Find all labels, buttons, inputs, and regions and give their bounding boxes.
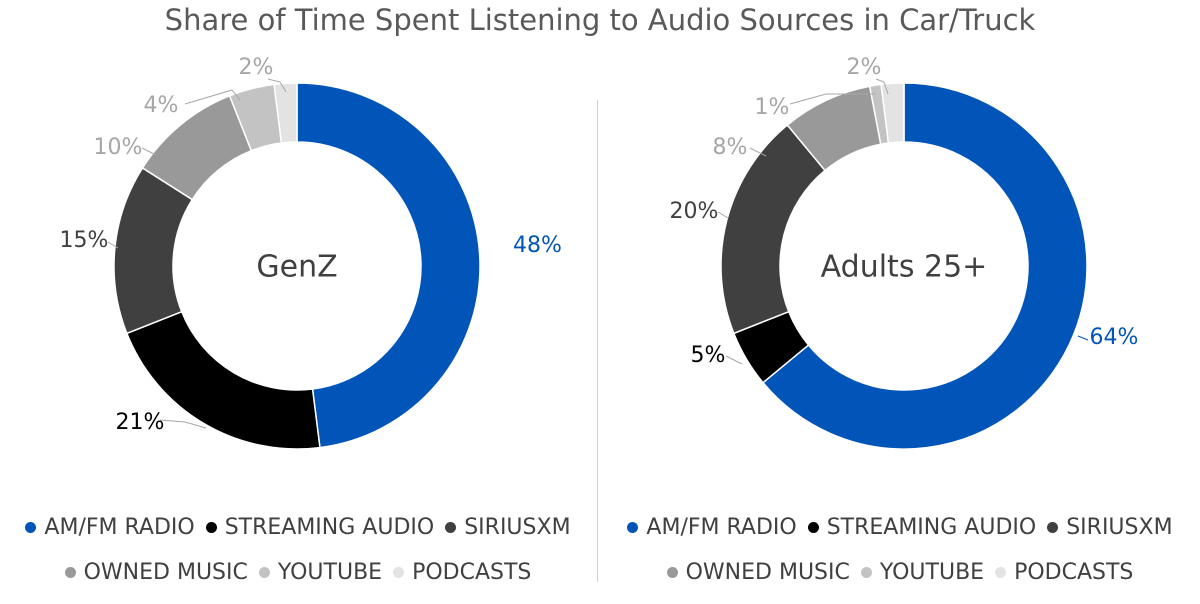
leader-line-genz-2 bbox=[107, 241, 119, 249]
data-label-adults-1: 5% bbox=[691, 343, 726, 368]
legend-item-owned-music: OWNED MUSIC bbox=[666, 560, 850, 585]
donut-center-title-adults: Adults 25+ bbox=[821, 250, 988, 285]
legend-item-youtube: YOUTUBE bbox=[860, 560, 985, 585]
leader-line-adults-4 bbox=[789, 93, 875, 105]
legend-label: STREAMING AUDIO bbox=[224, 515, 435, 540]
legend-item-owned-music: OWNED MUSIC bbox=[64, 560, 248, 585]
legend-adults-row2: OWNED MUSIC YOUTUBE PODCASTS bbox=[600, 560, 1200, 585]
leader-line-adults-5 bbox=[875, 78, 889, 95]
legend-swatch-icon bbox=[393, 567, 405, 578]
legend-label: OWNED MUSIC bbox=[83, 560, 248, 585]
data-label-genz-0: 48% bbox=[513, 233, 562, 258]
legend-item-siriusxm: SIRIUSXM bbox=[1047, 515, 1173, 540]
data-label-genz-5: 2% bbox=[239, 55, 274, 80]
leader-line-adults-3 bbox=[749, 147, 767, 157]
legend-swatch-icon bbox=[64, 567, 76, 578]
legend-genz-row1: AM/FM RADIO STREAMING AUDIO SIRIUSXM bbox=[0, 515, 596, 540]
leader-line-adults-0 bbox=[1077, 335, 1089, 341]
legend-item-am-fm-radio: AM/FM RADIO bbox=[25, 515, 195, 540]
legend-item-youtube: YOUTUBE bbox=[258, 560, 383, 585]
legend-swatch-icon bbox=[627, 522, 639, 533]
data-label-genz-1: 21% bbox=[116, 410, 165, 435]
legend-label: PODCASTS bbox=[1014, 560, 1134, 585]
legend-label: STREAMING AUDIO bbox=[826, 515, 1037, 540]
data-label-adults-2: 20% bbox=[670, 199, 719, 224]
legend-adults-row1: AM/FM RADIO STREAMING AUDIO SIRIUSXM bbox=[600, 515, 1200, 540]
leader-line-adults-1 bbox=[725, 355, 743, 365]
slice-adults-podcasts bbox=[880, 82, 905, 144]
legend-label: YOUTUBE bbox=[879, 560, 985, 585]
legend-swatch-icon bbox=[860, 567, 872, 578]
leader-line-genz-5 bbox=[267, 78, 287, 93]
data-label-adults-3: 8% bbox=[713, 135, 748, 160]
legend-swatch-icon bbox=[25, 522, 37, 533]
chart-title: Share of Time Spent Listening to Audio S… bbox=[164, 3, 1036, 37]
legend-swatch-icon bbox=[445, 522, 457, 533]
leader-line-genz-4 bbox=[184, 89, 241, 105]
legend-label: PODCASTS bbox=[412, 560, 532, 585]
legend-item-streaming-audio: STREAMING AUDIO bbox=[807, 515, 1037, 540]
data-label-genz-3: 10% bbox=[94, 135, 143, 160]
legend-label: AM/FM RADIO bbox=[646, 515, 797, 540]
leader-line-adults-2 bbox=[717, 211, 729, 219]
legend-item-streaming-audio: STREAMING AUDIO bbox=[205, 515, 435, 540]
legend-swatch-icon bbox=[666, 567, 678, 578]
legend-label: YOUTUBE bbox=[277, 560, 383, 585]
legend-swatch-icon bbox=[807, 522, 819, 533]
legend-genz-row2: OWNED MUSIC YOUTUBE PODCASTS bbox=[0, 560, 596, 585]
legend-item-podcasts: PODCASTS bbox=[393, 560, 531, 585]
data-label-genz-4: 4% bbox=[144, 93, 179, 118]
legend-swatch-icon bbox=[258, 567, 270, 578]
slice-genz-podcasts bbox=[273, 82, 298, 144]
data-label-adults-4: 1% bbox=[755, 95, 790, 120]
legend-label: AM/FM RADIO bbox=[44, 515, 195, 540]
legend-item-siriusxm: SIRIUSXM bbox=[445, 515, 571, 540]
leader-line-genz-3 bbox=[141, 147, 157, 156]
legend-item-am-fm-radio: AM/FM RADIO bbox=[627, 515, 797, 540]
slice-adults-am-fm-radio bbox=[761, 82, 1088, 450]
data-label-adults-5: 2% bbox=[847, 55, 882, 80]
data-label-genz-2: 15% bbox=[60, 228, 109, 253]
legend-label: SIRIUSXM bbox=[464, 515, 571, 540]
legend-label: SIRIUSXM bbox=[1066, 515, 1173, 540]
legend-swatch-icon bbox=[995, 567, 1007, 578]
legend-item-podcasts: PODCASTS bbox=[995, 560, 1133, 585]
donut-center-title-genz: GenZ bbox=[256, 250, 337, 285]
leader-line-genz-1 bbox=[159, 419, 207, 429]
legend-swatch-icon bbox=[1047, 522, 1059, 533]
legend-swatch-icon bbox=[205, 522, 217, 533]
panel-divider bbox=[597, 100, 598, 582]
legend-label: OWNED MUSIC bbox=[685, 560, 850, 585]
slice-genz-am-fm-radio bbox=[296, 82, 481, 449]
data-label-adults-0: 64% bbox=[1090, 325, 1139, 350]
